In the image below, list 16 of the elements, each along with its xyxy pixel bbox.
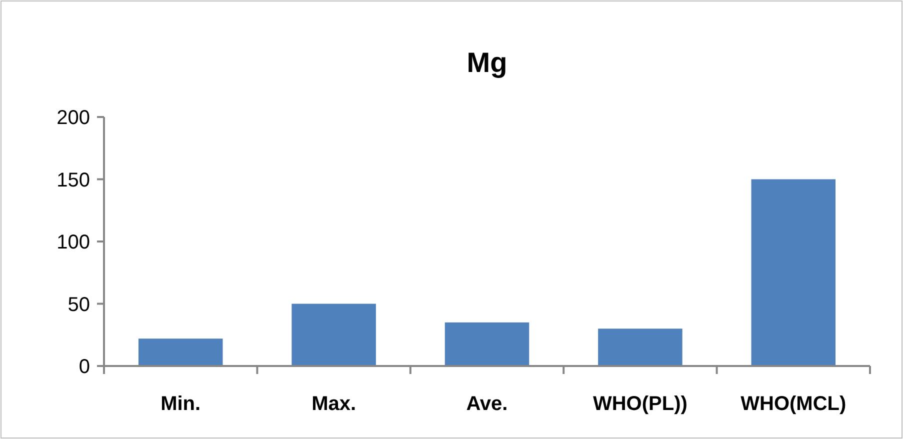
x-tick-label: Min. — [160, 393, 201, 415]
bar — [138, 338, 223, 366]
bar — [444, 322, 530, 366]
bar — [292, 304, 376, 366]
y-tick-label: 150 — [56, 169, 90, 192]
x-tick-label: WHO(PL)) — [592, 393, 688, 415]
x-tick-label: Max. — [312, 393, 356, 415]
bar — [751, 179, 836, 366]
y-tick-label: 0 — [78, 356, 90, 378]
y-tick-label: 50 — [68, 294, 90, 316]
y-tick-label: 100 — [56, 232, 90, 254]
x-tick-label: WHO(MCL) — [740, 393, 846, 415]
x-tick-label: Ave. — [466, 393, 508, 415]
chart-title: Mg — [466, 47, 508, 78]
y-tick-label: 200 — [56, 107, 90, 129]
bar — [598, 328, 682, 366]
